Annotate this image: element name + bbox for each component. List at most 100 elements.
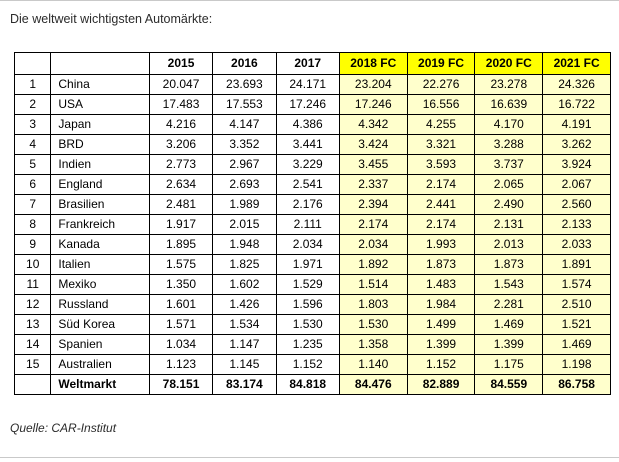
rank-cell: 7 — [13, 194, 52, 215]
rank-cell: 15 — [13, 354, 52, 375]
column-header-empty — [50, 52, 150, 75]
value-cell: 84.818 — [275, 374, 340, 395]
value-cell: 1.575 — [148, 254, 214, 275]
value-cell: 2.394 — [338, 194, 408, 215]
value-cell: 1.529 — [275, 274, 340, 295]
value-cell: 1.601 — [148, 294, 214, 315]
table-row: 15 Australien 1.123 1.145 1.152 1.140 1.152 1.1… — [13, 354, 611, 375]
value-cell: 1.469 — [542, 334, 611, 355]
country-cell: Italien — [50, 254, 150, 275]
value-cell: 2.033 — [542, 234, 611, 255]
value-cell: 2.174 — [338, 214, 408, 235]
value-cell: 1.235 — [275, 334, 340, 355]
value-cell: 3.288 — [474, 134, 544, 155]
country-cell: Japan — [50, 114, 150, 135]
value-cell: 4.191 — [542, 114, 611, 135]
value-cell: 2.481 — [148, 194, 214, 215]
value-cell: 1.602 — [212, 274, 277, 295]
rank-cell: 4 — [13, 134, 52, 155]
value-cell: 4.170 — [474, 114, 544, 135]
value-cell: 3.206 — [148, 134, 214, 155]
value-cell: 16.722 — [542, 94, 611, 115]
table-row: 4 BRD 3.206 3.352 3.441 3.424 3.321 3.288 3.262 — [13, 134, 611, 155]
value-cell: 1.358 — [338, 334, 408, 355]
page-title: Die weltweit wichtigsten Automärkte: — [10, 12, 213, 26]
value-cell: 2.693 — [212, 174, 277, 195]
value-cell: 23.693 — [212, 74, 277, 95]
value-cell: 1.596 — [275, 294, 340, 315]
value-cell: 4.386 — [275, 114, 340, 135]
value-cell: 2.510 — [542, 294, 611, 315]
value-cell: 2.067 — [542, 174, 611, 195]
value-cell: 1.152 — [406, 354, 476, 375]
country-cell: Süd Korea — [50, 314, 150, 335]
value-cell: 2.065 — [474, 174, 544, 195]
table-row: 9 Kanada 1.895 1.948 2.034 2.034 1.993 2.013 2.0… — [13, 234, 611, 255]
table-row: 5 Indien 2.773 2.967 3.229 3.455 3.593 3.737 3.9… — [13, 154, 611, 175]
column-header-empty — [13, 52, 52, 75]
value-cell: 2.441 — [406, 194, 476, 215]
value-cell: 3.352 — [212, 134, 277, 155]
value-cell: 1.198 — [542, 354, 611, 375]
value-cell: 1.971 — [275, 254, 340, 275]
rank-cell: 11 — [13, 274, 52, 295]
value-cell: 1.571 — [148, 314, 214, 335]
value-cell: 1.175 — [474, 354, 544, 375]
value-cell: 17.483 — [148, 94, 214, 115]
column-header: 2015 — [148, 52, 214, 75]
value-cell: 1.895 — [148, 234, 214, 255]
table-row: 14 Spanien 1.034 1.147 1.235 1.358 1.399 1.399 1… — [13, 334, 611, 355]
country-cell: Spanien — [50, 334, 150, 355]
value-cell: 2.111 — [275, 214, 340, 235]
value-cell: 1.825 — [212, 254, 277, 275]
value-cell: 1.521 — [542, 314, 611, 335]
value-cell: 4.342 — [338, 114, 408, 135]
value-cell: 2.034 — [338, 234, 408, 255]
value-cell: 1.034 — [148, 334, 214, 355]
value-cell: 1.152 — [275, 354, 340, 375]
value-cell: 17.246 — [275, 94, 340, 115]
value-cell: 2.281 — [474, 294, 544, 315]
country-cell: Australien — [50, 354, 150, 375]
value-cell: 16.639 — [474, 94, 544, 115]
value-cell: 4.147 — [212, 114, 277, 135]
rank-cell: 14 — [13, 334, 52, 355]
table-row: 12 Russland 1.601 1.426 1.596 1.803 1.984 2.281… — [13, 294, 611, 315]
value-cell: 2.015 — [212, 214, 277, 235]
source-note: Quelle: CAR-Institut — [10, 421, 117, 435]
value-cell: 1.948 — [212, 234, 277, 255]
value-cell: 1.891 — [542, 254, 611, 275]
value-cell: 20.047 — [148, 74, 214, 95]
value-cell: 1.534 — [212, 314, 277, 335]
value-cell: 82.889 — [406, 374, 476, 395]
table-row: 13 Süd Korea 1.571 1.534 1.530 1.530 1.499 1.46… — [13, 314, 611, 335]
value-cell: 1.873 — [474, 254, 544, 275]
rank-cell: 9 — [13, 234, 52, 255]
column-header: 2016 — [212, 52, 277, 75]
value-cell: 84.559 — [474, 374, 544, 395]
value-cell: 1.993 — [406, 234, 476, 255]
rank-cell: 13 — [13, 314, 52, 335]
value-cell: 1.892 — [338, 254, 408, 275]
value-cell: 2.337 — [338, 174, 408, 195]
rank-cell: 1 — [13, 74, 52, 95]
table-row: 11 Mexiko 1.350 1.602 1.529 1.514 1.483 1.543 1.… — [13, 274, 611, 295]
value-cell: 83.174 — [212, 374, 277, 395]
value-cell: 23.204 — [338, 74, 408, 95]
value-cell: 1.989 — [212, 194, 277, 215]
rank-cell: 12 — [13, 294, 52, 315]
column-header: 2019 FC — [406, 52, 476, 75]
value-cell: 3.229 — [275, 154, 340, 175]
country-cell: Kanada — [50, 234, 150, 255]
country-cell: Frankreich — [50, 214, 150, 235]
table-row: 10 Italien 1.575 1.825 1.971 1.892 1.873 1.873 1… — [13, 254, 611, 275]
country-cell: Indien — [50, 154, 150, 175]
value-cell: 3.321 — [406, 134, 476, 155]
value-cell: 1.530 — [275, 314, 340, 335]
value-cell: 1.145 — [212, 354, 277, 375]
value-cell: 1.574 — [542, 274, 611, 295]
value-cell: 2.560 — [542, 194, 611, 215]
value-cell: 2.967 — [212, 154, 277, 175]
table-row: 6 England 2.634 2.693 2.541 2.337 2.174 2.065 2.… — [13, 174, 611, 195]
country-cell: Weltmarkt — [50, 374, 150, 395]
